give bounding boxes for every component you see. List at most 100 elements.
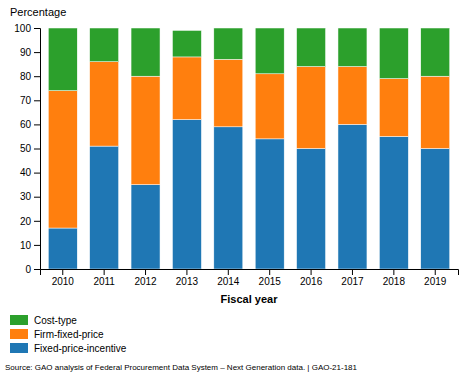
bar	[338, 28, 367, 67]
bar	[255, 139, 284, 269]
tick-label: 2010	[52, 276, 75, 287]
tick-label: 2012	[134, 276, 157, 287]
tick-label: 2013	[176, 276, 199, 287]
bar	[297, 149, 326, 270]
x-tick: 2017	[341, 269, 364, 287]
bar	[297, 28, 326, 67]
x-tick: 2015	[259, 269, 282, 287]
axis-line	[41, 270, 459, 276]
x-tick: 2013	[176, 269, 199, 287]
bars	[48, 28, 449, 269]
tick-mark	[34, 100, 40, 101]
tick-mark	[34, 221, 40, 222]
tick-label: 70	[20, 95, 32, 106]
tick-mark	[34, 149, 40, 150]
bar	[255, 28, 284, 74]
bar	[90, 28, 119, 62]
bar	[48, 91, 77, 228]
tick-mark	[435, 269, 436, 275]
bar	[172, 30, 201, 57]
tick-mark	[34, 76, 40, 77]
tick-label: 2016	[300, 276, 323, 287]
y-tick: 30	[20, 191, 40, 202]
bar	[379, 28, 408, 79]
y-tick: 20	[20, 216, 40, 227]
bar	[421, 76, 450, 148]
tick-mark	[34, 28, 40, 29]
y-axis-title: Percentage	[10, 6, 66, 18]
tick-mark	[352, 269, 353, 275]
bar-series	[48, 28, 449, 91]
tick-label: 10	[20, 240, 32, 251]
x-tick: 2016	[300, 269, 323, 287]
y-tick: 70	[20, 95, 40, 106]
x-tick: 2010	[52, 269, 75, 287]
bar	[214, 59, 243, 126]
tick-label: 2011	[93, 276, 115, 287]
tick-label: 30	[20, 191, 32, 202]
tick-label: 90	[20, 47, 32, 58]
tick-mark	[34, 124, 40, 125]
tick-label: 50	[20, 143, 32, 154]
bar-series	[48, 57, 449, 228]
legend-item: Cost-type	[10, 315, 77, 326]
tick-mark	[34, 173, 40, 174]
legend-swatch	[10, 343, 28, 353]
bar	[172, 120, 201, 269]
tick-label: 40	[20, 167, 32, 178]
y-axis: 0 10 20 30 40 50 60 70 80 90 100	[14, 23, 40, 275]
legend: Cost-type Firm-fixed-price Fixed-price-inc…	[10, 315, 127, 354]
bar	[172, 57, 201, 120]
legend-item: Fixed-price-incentive	[10, 343, 127, 354]
legend-swatch	[10, 329, 28, 339]
tick-label: 20	[20, 216, 32, 227]
bar	[90, 146, 119, 269]
x-tick: 2018	[383, 269, 406, 287]
y-tick: 100	[14, 23, 40, 34]
bar	[421, 28, 450, 76]
bar	[131, 28, 160, 76]
tick-label: 100	[14, 23, 31, 34]
tick-label: 2017	[341, 276, 364, 287]
bar	[214, 127, 243, 269]
tick-label: 2018	[383, 276, 406, 287]
x-axis: 2010 2011 2012 2013 2014 2015 2016 2017 2018 2019	[41, 269, 459, 287]
bar	[338, 124, 367, 269]
y-tick: 40	[20, 167, 40, 178]
tick-label: 2019	[424, 276, 447, 287]
y-tick: 80	[20, 71, 40, 82]
x-tick: 2012	[134, 269, 157, 287]
tick-label: 2015	[259, 276, 282, 287]
tick-mark	[34, 245, 40, 246]
tick-mark	[62, 269, 63, 275]
bar	[379, 136, 408, 269]
tick-label: 60	[20, 119, 32, 130]
tick-mark	[34, 52, 40, 53]
tick-label: 0	[25, 264, 31, 275]
legend-label: Fixed-price-incentive	[34, 343, 127, 354]
bar	[48, 228, 77, 269]
x-tick: 2019	[424, 269, 447, 287]
bar	[338, 67, 367, 125]
bar	[131, 185, 160, 269]
tick-label: 2014	[217, 276, 240, 287]
bar	[255, 74, 284, 139]
axis-line	[34, 29, 41, 270]
plot-area: 2010201120122013201420152016201720182019…	[14, 23, 458, 287]
x-tick: 2011	[93, 269, 115, 287]
tick-mark	[393, 269, 394, 275]
bar	[131, 76, 160, 184]
tick-label: 80	[20, 71, 32, 82]
legend-label: Firm-fixed-price	[34, 329, 104, 340]
legend-item: Firm-fixed-price	[10, 329, 104, 340]
bar	[297, 67, 326, 149]
y-tick: 60	[20, 119, 40, 130]
y-tick: 0	[25, 264, 40, 275]
chart: 2010201120122013201420152016201720182019…	[0, 0, 474, 375]
y-tick: 90	[20, 47, 40, 58]
tick-mark	[104, 269, 105, 275]
y-tick: 10	[20, 240, 40, 251]
bar	[379, 79, 408, 137]
bar	[214, 28, 243, 59]
bar	[421, 149, 450, 270]
